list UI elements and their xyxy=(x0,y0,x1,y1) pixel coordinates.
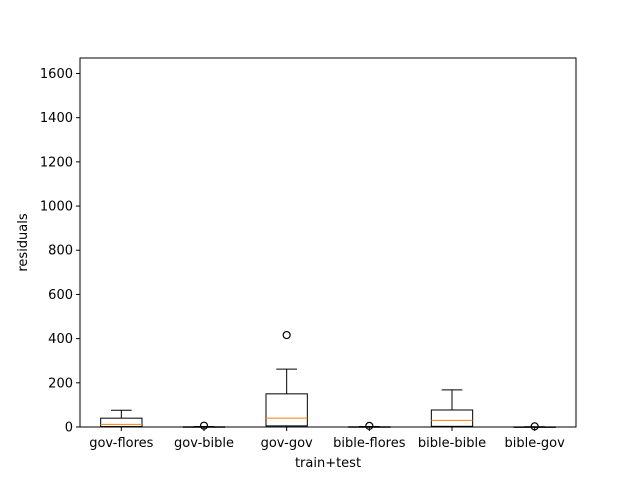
y-tick-label: 1200 xyxy=(40,155,73,170)
y-tick-label: 0 xyxy=(65,421,73,436)
y-tick-label: 800 xyxy=(48,244,73,259)
y-tick-label: 1400 xyxy=(40,111,73,126)
y-tick-label: 200 xyxy=(48,376,73,391)
x-tick-label: gov-gov xyxy=(261,436,313,451)
y-tick-label: 1000 xyxy=(40,200,73,215)
outlier-point xyxy=(282,330,291,340)
axes-frame xyxy=(79,57,577,428)
y-axis: 0 200 400 600 800 1000 1200 1400 1600 xyxy=(40,67,80,436)
y-axis-label: residuals xyxy=(16,213,31,272)
y-tick-label: 600 xyxy=(48,288,73,303)
box-iqr xyxy=(430,409,474,427)
y-tick-label: 1600 xyxy=(40,67,73,82)
x-tick-label: gov-flores xyxy=(89,436,153,451)
box-iqr xyxy=(265,393,308,427)
x-tick-label: bible-gov xyxy=(505,436,566,451)
x-axis-label: train+test xyxy=(295,456,361,471)
x-tick-label: bible-flores xyxy=(333,436,406,451)
x-tick-label: bible-bible xyxy=(418,436,486,451)
y-tick-label: 400 xyxy=(48,332,73,347)
x-tick-label: gov-bible xyxy=(174,436,234,451)
x-axis: gov-flores gov-bible gov-gov bible-flores bi… xyxy=(89,427,565,451)
